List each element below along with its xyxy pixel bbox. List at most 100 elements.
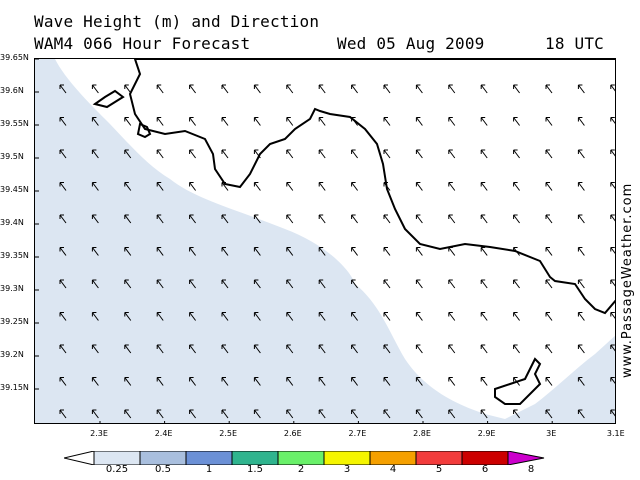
longitude-label: 3E — [546, 429, 557, 438]
longitude-label: 2.5E — [219, 429, 238, 438]
wave-direction-arrow — [577, 117, 585, 126]
legend-swatch — [277, 451, 325, 465]
wave-direction-arrow — [545, 312, 553, 321]
legend-end-high — [507, 451, 545, 465]
wave-direction-arrow — [513, 312, 521, 321]
wave-direction-arrow — [156, 312, 164, 321]
wave-direction-arrow — [221, 409, 229, 419]
wave-direction-arrow — [351, 214, 359, 224]
landmass-coastline — [92, 59, 615, 405]
wave-direction-arrow — [124, 279, 132, 289]
wave-direction-arrow — [286, 409, 294, 419]
wave-direction-arrow — [513, 84, 521, 94]
wave-direction-arrow — [189, 344, 197, 354]
longitude-label: 2.9E — [477, 429, 496, 438]
wave-direction-arrow — [480, 214, 488, 224]
wave-direction-arrow — [189, 84, 197, 94]
wave-direction-arrow — [59, 182, 67, 191]
wave-direction-arrow — [156, 214, 164, 224]
wave-direction-arrow — [545, 214, 553, 224]
wave-direction-arrow — [610, 149, 615, 157]
wave-direction-arrow — [545, 279, 553, 289]
latitude-label: 39.6N — [0, 86, 24, 95]
legend-label: 1 — [205, 464, 213, 475]
wave-direction-arrow — [448, 182, 456, 191]
wave-direction-arrow — [610, 312, 615, 319]
wave-direction-arrow — [91, 214, 99, 224]
wave-direction-arrow — [448, 377, 456, 386]
wave-direction-arrow — [448, 409, 456, 419]
wave-direction-arrow — [253, 84, 261, 94]
legend-end-low — [64, 451, 95, 465]
wave-direction-arrow — [91, 117, 99, 126]
wave-direction-arrow — [415, 117, 423, 126]
wave-direction-arrow — [253, 344, 261, 354]
wave-direction-arrow — [577, 214, 585, 224]
wave-direction-arrow — [577, 312, 585, 321]
wave-direction-arrow — [318, 377, 326, 386]
wave-direction-arrow — [448, 279, 456, 289]
wave-direction-arrow — [448, 344, 456, 354]
wave-direction-arrow — [383, 279, 391, 289]
wave-direction-arrow — [124, 182, 132, 191]
wave-direction-arrow — [318, 117, 326, 126]
longitude-label: 2.6E — [283, 429, 302, 438]
forecast-date: Wed 05 Aug 2009 — [337, 34, 485, 53]
wave-direction-arrow — [577, 149, 585, 159]
forecast-model-label: WAM4 066 Hour Forecast — [34, 34, 251, 53]
legend-label: 2 — [297, 464, 305, 475]
wave-direction-arrow — [351, 182, 359, 191]
wave-direction-arrow — [577, 84, 585, 94]
wave-direction-arrow — [221, 377, 229, 386]
wave-direction-arrow — [189, 409, 197, 419]
wave-direction-arrow — [383, 312, 391, 321]
wave-direction-arrow — [610, 377, 615, 384]
latitude-label: 39.45N — [0, 185, 29, 194]
wave-direction-arrow — [189, 312, 197, 321]
wave-direction-arrow — [59, 409, 67, 419]
wave-direction-arrow — [156, 279, 164, 289]
legend-label: 6 — [481, 464, 489, 475]
wave-direction-arrow — [577, 409, 585, 419]
map-title: Wave Height (m) and Direction — [34, 12, 320, 31]
wave-direction-arrow — [383, 377, 391, 386]
wave-direction-arrow — [156, 84, 164, 94]
wave-direction-arrow — [415, 182, 423, 191]
wave-direction-arrow — [545, 84, 553, 94]
wave-direction-arrow — [124, 149, 132, 159]
wave-direction-arrow — [253, 182, 261, 191]
wave-direction-arrow — [286, 377, 294, 386]
wave-direction-arrow — [124, 247, 132, 256]
legend-swatch — [415, 451, 463, 465]
wave-direction-arrow — [383, 344, 391, 354]
wave-direction-arrow — [156, 344, 164, 354]
wave-direction-arrow — [513, 279, 521, 289]
wave-direction-arrow — [545, 409, 553, 419]
wave-direction-arrow — [221, 247, 229, 256]
wave-direction-arrow — [577, 279, 585, 289]
wave-direction-arrow — [124, 409, 132, 419]
wave-direction-arrow — [253, 377, 261, 386]
wave-direction-arrow — [351, 149, 359, 159]
wave-direction-arrow — [91, 149, 99, 159]
wave-direction-arrow — [383, 149, 391, 159]
legend-swatch — [369, 451, 417, 465]
wave-direction-arrow — [124, 84, 132, 94]
wave-direction-arrow — [59, 214, 67, 224]
wave-direction-arrow — [59, 377, 67, 386]
latitude-label: 39.4N — [0, 218, 24, 227]
wave-direction-arrow — [545, 247, 553, 256]
wave-direction-arrow — [91, 279, 99, 289]
wave-direction-arrow — [124, 117, 132, 126]
wave-direction-arrow — [480, 312, 488, 321]
wave-direction-arrow — [577, 247, 585, 256]
wave-direction-arrow — [124, 377, 132, 386]
wave-direction-arrow — [513, 409, 521, 419]
wave-direction-arrow — [480, 344, 488, 354]
wave-direction-arrow — [610, 182, 615, 189]
wave-direction-arrow — [286, 279, 294, 289]
legend-label: 3 — [343, 464, 351, 475]
longitude-label: 2.3E — [90, 429, 108, 438]
latitude-label: 39.35N — [0, 251, 29, 260]
wave-direction-arrow — [318, 182, 326, 191]
